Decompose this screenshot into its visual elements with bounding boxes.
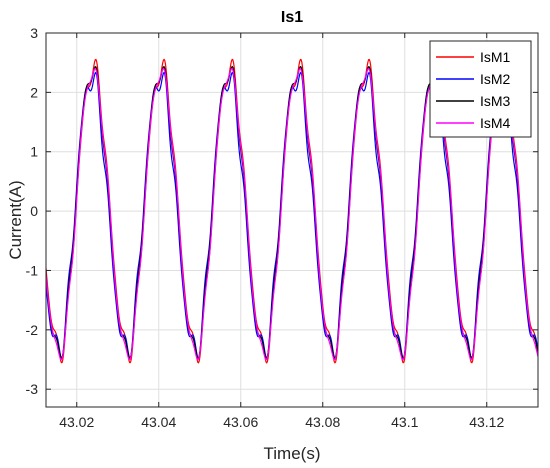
x-tick-label: 43.06 (223, 414, 258, 430)
x-tick-label: 43.08 (305, 414, 340, 430)
legend: IsM1 IsM2 IsM3 IsM4 (429, 40, 532, 138)
y-axis-label: Current(A) (6, 180, 25, 259)
chart-title: Is1 (281, 9, 303, 26)
y-tick-label: -2 (26, 322, 39, 338)
y-tick-label: 1 (30, 144, 38, 160)
x-axis: 43.02 43.04 43.06 43.08 43.1 43.12 (59, 33, 504, 430)
x-tick-label: 43.12 (469, 414, 504, 430)
legend-label-ism4: IsM4 (480, 115, 511, 131)
series-line-ism4 (46, 68, 538, 361)
y-tick-label: 3 (30, 25, 38, 41)
y-tick-label: 2 (30, 84, 38, 100)
legend-label-ism3: IsM3 (480, 93, 511, 109)
y-tick-label: -3 (26, 381, 39, 397)
legend-label-ism2: IsM2 (480, 71, 511, 87)
y-tick-label: -1 (26, 262, 39, 278)
x-axis-label: Time(s) (264, 444, 321, 463)
x-tick-label: 43.1 (391, 414, 418, 430)
y-tick-label: 0 (30, 203, 38, 219)
plot-frame (45, 32, 539, 408)
legend-label-ism1: IsM1 (480, 49, 511, 65)
x-tick-label: 43.04 (141, 414, 176, 430)
x-tick-label: 43.02 (59, 414, 94, 430)
series-lines (46, 58, 538, 364)
y-axis: -3 -2 -1 0 1 2 3 (26, 25, 538, 397)
